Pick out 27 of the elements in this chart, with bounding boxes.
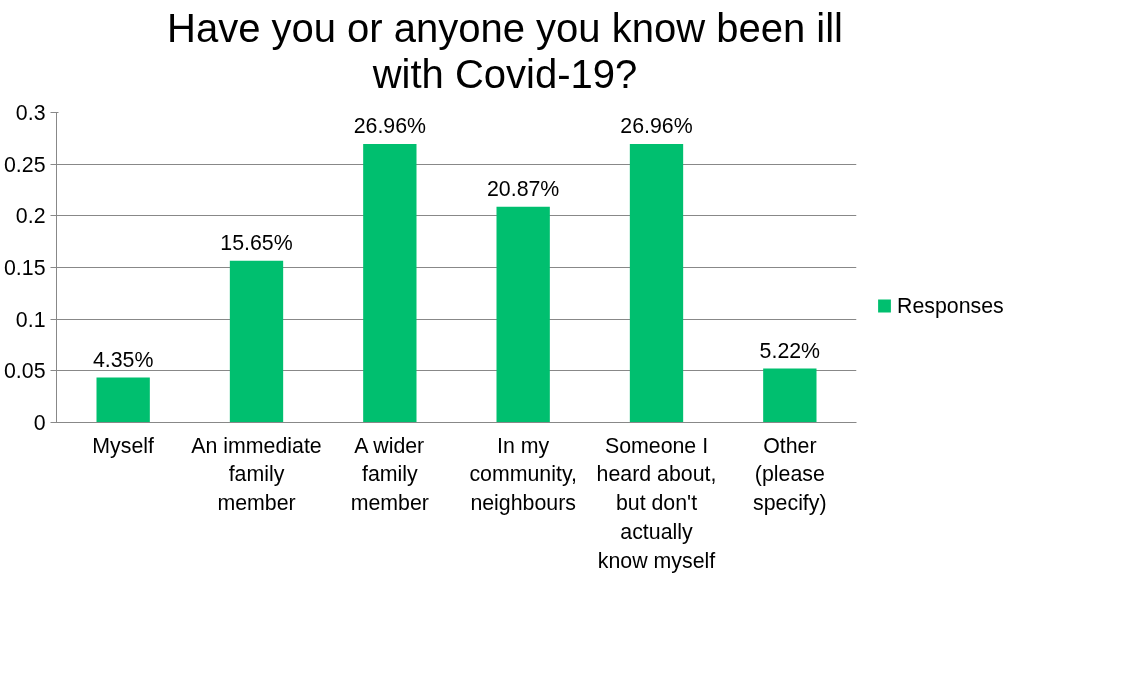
bar xyxy=(363,143,417,423)
chart-title: Have you or anyone you know been ill with Covid-19? xyxy=(166,5,844,97)
x-tick-label: In my community, neighbours xyxy=(469,433,577,516)
x-tick-label: A wider family member xyxy=(350,433,429,516)
data-label: 15.65% xyxy=(220,230,293,255)
data-label: 20.87% xyxy=(487,176,560,201)
y-tick-label: 0.15 xyxy=(3,256,46,280)
data-label: 26.96% xyxy=(620,113,693,138)
x-tick-label: Other (please specify) xyxy=(753,433,827,516)
y-tick-label: 0.3 xyxy=(15,101,46,125)
bar xyxy=(496,206,550,423)
y-tick-label: 0.05 xyxy=(3,359,46,384)
bar xyxy=(229,260,284,423)
y-tick-label: 0 xyxy=(33,411,46,435)
data-label: 26.96% xyxy=(353,113,427,138)
data-label: 4.35% xyxy=(92,347,154,372)
data-label: 5.22% xyxy=(759,338,821,363)
y-tick-label: 0.1 xyxy=(15,307,46,332)
x-tick-label: Someone I heard about, but don't actually know myself xyxy=(596,433,717,573)
bar xyxy=(763,368,817,423)
bar xyxy=(629,143,684,423)
x-tick-label: An immediate family member xyxy=(191,433,322,516)
x-tick-label: Myself xyxy=(92,433,155,458)
y-tick-label: 0.25 xyxy=(3,152,46,177)
bar xyxy=(96,377,150,423)
legend-label: Responses xyxy=(897,293,1004,318)
y-tick-label: 0.2 xyxy=(15,204,46,229)
